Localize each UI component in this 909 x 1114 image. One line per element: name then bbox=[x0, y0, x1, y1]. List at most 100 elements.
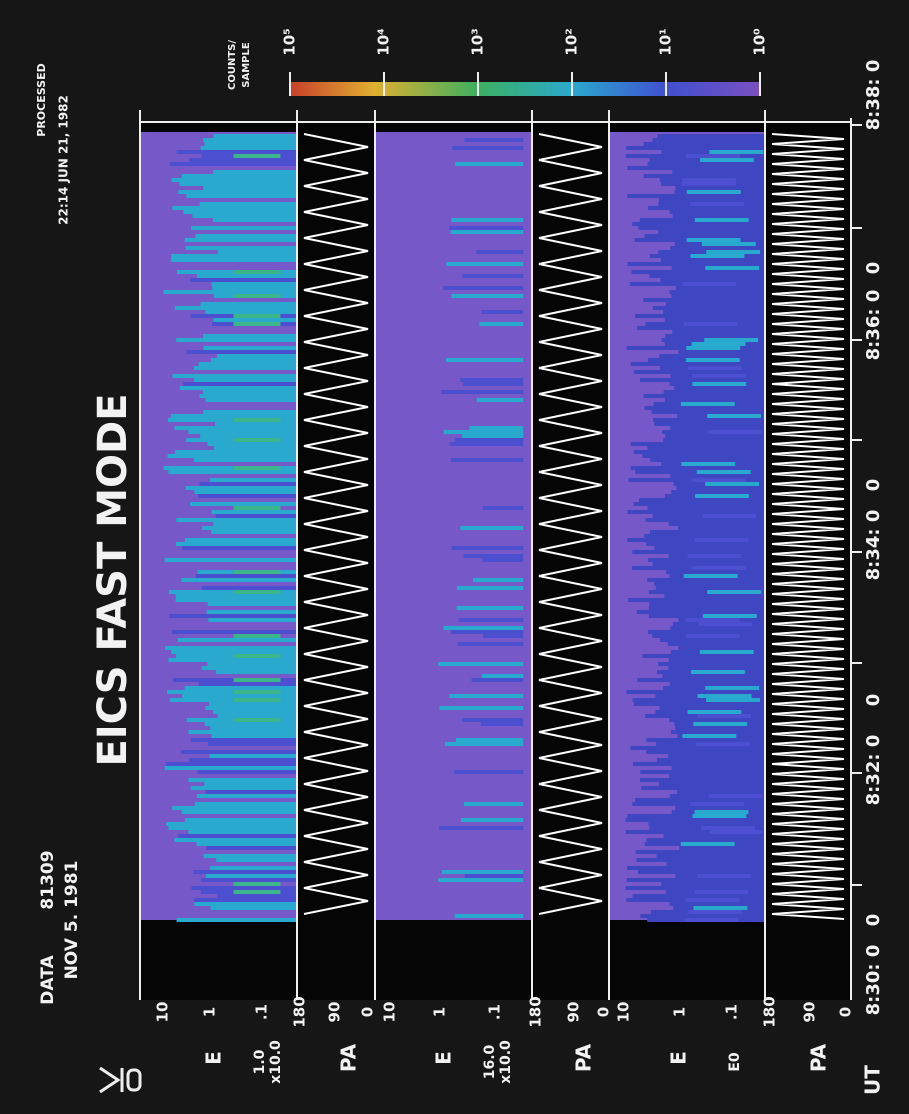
y-tick-label: 10 bbox=[381, 1002, 399, 1023]
spectrogram-cell bbox=[192, 214, 296, 218]
spectrogram-cell bbox=[216, 858, 296, 862]
spectrogram-cell bbox=[205, 474, 296, 478]
spectrogram-cell bbox=[449, 694, 524, 698]
spectrogram-cell bbox=[210, 726, 296, 730]
spectrogram-cell bbox=[233, 438, 281, 442]
spectrogram-cell bbox=[184, 686, 296, 690]
spectrogram-cell bbox=[207, 662, 296, 666]
spectrogram-cell bbox=[637, 678, 764, 682]
plot-area bbox=[139, 110, 862, 1000]
pitch-angle-trace bbox=[771, 133, 845, 920]
spectrogram-cell bbox=[169, 550, 296, 554]
spectrogram-cell bbox=[166, 606, 296, 610]
spectrogram-cell bbox=[185, 230, 296, 234]
spectrogram-cell bbox=[169, 614, 296, 618]
spectrogram-cell bbox=[207, 774, 296, 778]
spectrogram-cell bbox=[178, 534, 296, 538]
time-tick-label: 8:38: 0 bbox=[863, 60, 884, 131]
spectrogram-cell bbox=[694, 538, 749, 542]
spectrogram-cell bbox=[627, 194, 764, 198]
y-tick-label: 10 bbox=[154, 1002, 172, 1023]
spectrogram-cell bbox=[648, 558, 764, 562]
spectrogram-cell bbox=[185, 818, 296, 822]
spectrogram-cell bbox=[203, 346, 296, 350]
spectrogram-cell bbox=[172, 806, 296, 810]
spectrogram-cell bbox=[194, 898, 296, 902]
spectrogram-cell bbox=[630, 442, 764, 446]
spectrogram-cell bbox=[170, 414, 296, 418]
spectrogram-cell bbox=[687, 710, 742, 714]
spectrogram-cell bbox=[654, 422, 764, 426]
spectrogram-cell bbox=[165, 862, 296, 866]
spectrogram-cell bbox=[687, 366, 742, 370]
spectrogram-cell bbox=[180, 910, 296, 914]
spectrogram-cell bbox=[171, 178, 296, 182]
spectrogram-cell bbox=[461, 718, 524, 722]
spectrogram-cell bbox=[648, 822, 764, 826]
spectrogram-cell bbox=[646, 750, 764, 754]
colorbar-tick-label: 10² bbox=[563, 28, 581, 55]
panel-scale: x10.0 bbox=[498, 1040, 514, 1084]
spectrogram-cell bbox=[666, 862, 764, 866]
spectrogram-cell bbox=[233, 294, 281, 298]
spectrogram-cell bbox=[204, 722, 296, 726]
spectrogram-cell bbox=[685, 358, 740, 362]
spectrogram-cell bbox=[682, 282, 737, 286]
spectrogram-cell bbox=[683, 574, 738, 578]
y-tick-label: 180 bbox=[761, 996, 779, 1027]
spectrogram-cell bbox=[636, 858, 764, 862]
spectrogram-cell bbox=[644, 234, 764, 238]
spectrogram-cell bbox=[693, 906, 748, 910]
spectrogram-cell bbox=[233, 890, 281, 894]
spectrogram-cell bbox=[445, 358, 524, 362]
spectrogram-cell bbox=[674, 386, 764, 390]
spectrogram-cell bbox=[632, 894, 764, 898]
spectrogram-cell bbox=[647, 162, 764, 166]
spectrogram-cell bbox=[482, 506, 524, 510]
spectrogram-cell bbox=[669, 718, 764, 722]
spectrogram-cell bbox=[473, 578, 524, 582]
spectrogram-cell bbox=[176, 338, 296, 342]
spectrogram-cell bbox=[661, 258, 764, 262]
processed-label: PROCESSED bbox=[35, 63, 48, 136]
spectrogram-cell bbox=[697, 714, 751, 718]
panel-label: PA bbox=[572, 1043, 596, 1072]
spectrogram-cell bbox=[165, 762, 296, 766]
y-tick-label: .1 bbox=[253, 1004, 271, 1020]
spectrogram-cell bbox=[175, 594, 296, 598]
spectrogram-cell bbox=[188, 778, 296, 782]
spectrogram-cell bbox=[212, 286, 296, 290]
spectrogram-cell bbox=[678, 646, 764, 650]
colorbar-tick-label: 10⁰ bbox=[751, 28, 769, 55]
spectrogram-cell bbox=[217, 354, 296, 358]
spectrogram-cell bbox=[481, 310, 524, 314]
spectrogram-cell bbox=[652, 562, 764, 566]
spectrogram-cell bbox=[178, 190, 296, 194]
spectrogram-cell bbox=[178, 834, 296, 838]
pitch-angle-trace bbox=[303, 133, 369, 915]
spectrogram-cell bbox=[664, 594, 764, 598]
spectrogram-cell bbox=[452, 146, 524, 150]
spectrogram-cell bbox=[670, 474, 764, 478]
spectrogram-cell bbox=[209, 498, 296, 502]
spectrogram-cell bbox=[463, 382, 524, 386]
time-tick-label: 0 bbox=[863, 914, 884, 927]
spectrogram-cell bbox=[480, 722, 524, 726]
spectrogram-cell bbox=[170, 162, 296, 166]
spectrogram-cell bbox=[166, 198, 296, 202]
spectrogram-cell bbox=[647, 206, 764, 210]
spectrogram-cell bbox=[213, 446, 296, 450]
spectrogram-cell bbox=[672, 214, 764, 218]
spectrogram-cell bbox=[643, 142, 764, 146]
spectrogram-cell bbox=[210, 478, 296, 482]
spectrogram-cell bbox=[211, 510, 296, 514]
spectrogram-cell bbox=[441, 870, 524, 874]
spectrogram-cell bbox=[193, 582, 296, 586]
spectrogram-cell bbox=[172, 374, 296, 378]
spectrogram-cell bbox=[213, 134, 296, 138]
spectrogram-cell bbox=[668, 754, 764, 758]
spectrogram-cell bbox=[656, 854, 764, 858]
time-tick-label: 0 bbox=[863, 262, 884, 275]
spectrogram-cell bbox=[183, 210, 296, 214]
spectrogram-cell bbox=[476, 250, 524, 254]
